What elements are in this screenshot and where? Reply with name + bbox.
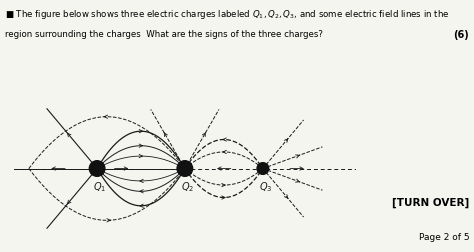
Text: (6): (6) bbox=[454, 30, 469, 40]
Circle shape bbox=[257, 163, 269, 175]
Text: ■ The figure below shows three electric charges labeled $Q_1,Q_2,Q_3$, and some : ■ The figure below shows three electric … bbox=[5, 8, 449, 20]
Text: Page 2 of 5: Page 2 of 5 bbox=[419, 232, 469, 241]
Circle shape bbox=[177, 161, 192, 177]
Text: [TURN OVER]: [TURN OVER] bbox=[392, 197, 469, 207]
Text: $Q_2$: $Q_2$ bbox=[181, 179, 194, 193]
Text: region surrounding the charges  What are the signs of the three charges?: region surrounding the charges What are … bbox=[5, 30, 323, 39]
Text: $Q_1$: $Q_1$ bbox=[93, 179, 106, 193]
Circle shape bbox=[89, 161, 105, 177]
Text: $Q_3$: $Q_3$ bbox=[259, 179, 272, 193]
